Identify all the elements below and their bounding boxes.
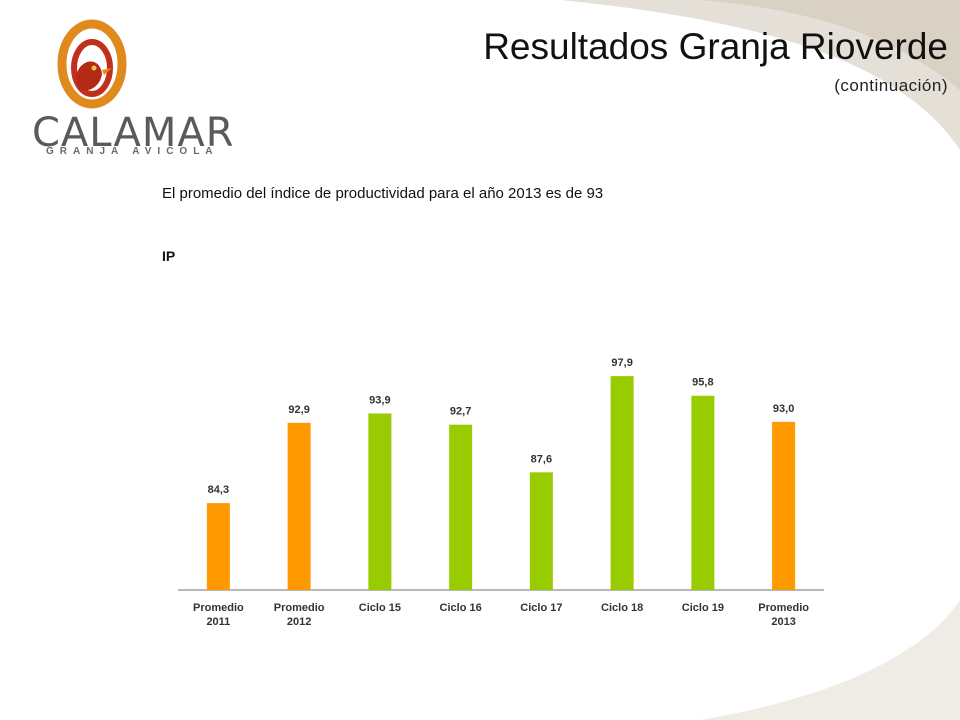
x-tick-label-1-1: 2012 [287, 616, 311, 628]
bar-4 [529, 472, 553, 590]
data-label-0: 84,3 [208, 484, 229, 496]
x-tick-label-0-1: 2011 [206, 616, 230, 628]
x-tick-label-0-0: Promedio [193, 602, 244, 614]
data-label-6: 95,8 [692, 377, 713, 389]
x-tick-label-7-1: 2013 [771, 616, 795, 628]
summary-statement: El promedio del índice de productividad … [162, 185, 604, 202]
data-label-7: 93,0 [773, 403, 794, 415]
bar-7 [772, 421, 796, 590]
data-label-1: 92,9 [288, 404, 309, 416]
data-label-5: 97,9 [611, 357, 632, 369]
data-label-4: 87,6 [531, 453, 552, 465]
logo-wordmark: CALAMAR [32, 110, 235, 156]
data-label-2: 93,9 [369, 394, 390, 406]
x-tick-label-7-0: Promedio [758, 602, 809, 614]
x-tick-label-5-0: Ciclo 18 [601, 602, 643, 614]
page-title: Resultados Granja Rioverde [483, 26, 948, 67]
bar-2 [368, 413, 392, 590]
calamar-logo [57, 19, 127, 109]
x-tick-label-1-0: Promedio [274, 602, 325, 614]
page-subtitle: (continuación) [834, 76, 948, 95]
logo-tagline: GRANJA AVICOLA [46, 146, 219, 157]
bar-1 [287, 422, 311, 590]
x-tick-label-2-0: Ciclo 15 [359, 602, 401, 614]
bar-3 [449, 424, 473, 590]
x-tick-label-4-0: Ciclo 17 [520, 602, 562, 614]
chart-label: IP [162, 248, 176, 264]
data-label-3: 92,7 [450, 406, 471, 418]
x-tick-label-3-0: Ciclo 16 [440, 602, 482, 614]
x-tick-label-6-0: Ciclo 19 [682, 602, 724, 614]
bar-5 [610, 376, 634, 590]
bar-6 [691, 395, 715, 590]
bar-0 [206, 503, 230, 590]
